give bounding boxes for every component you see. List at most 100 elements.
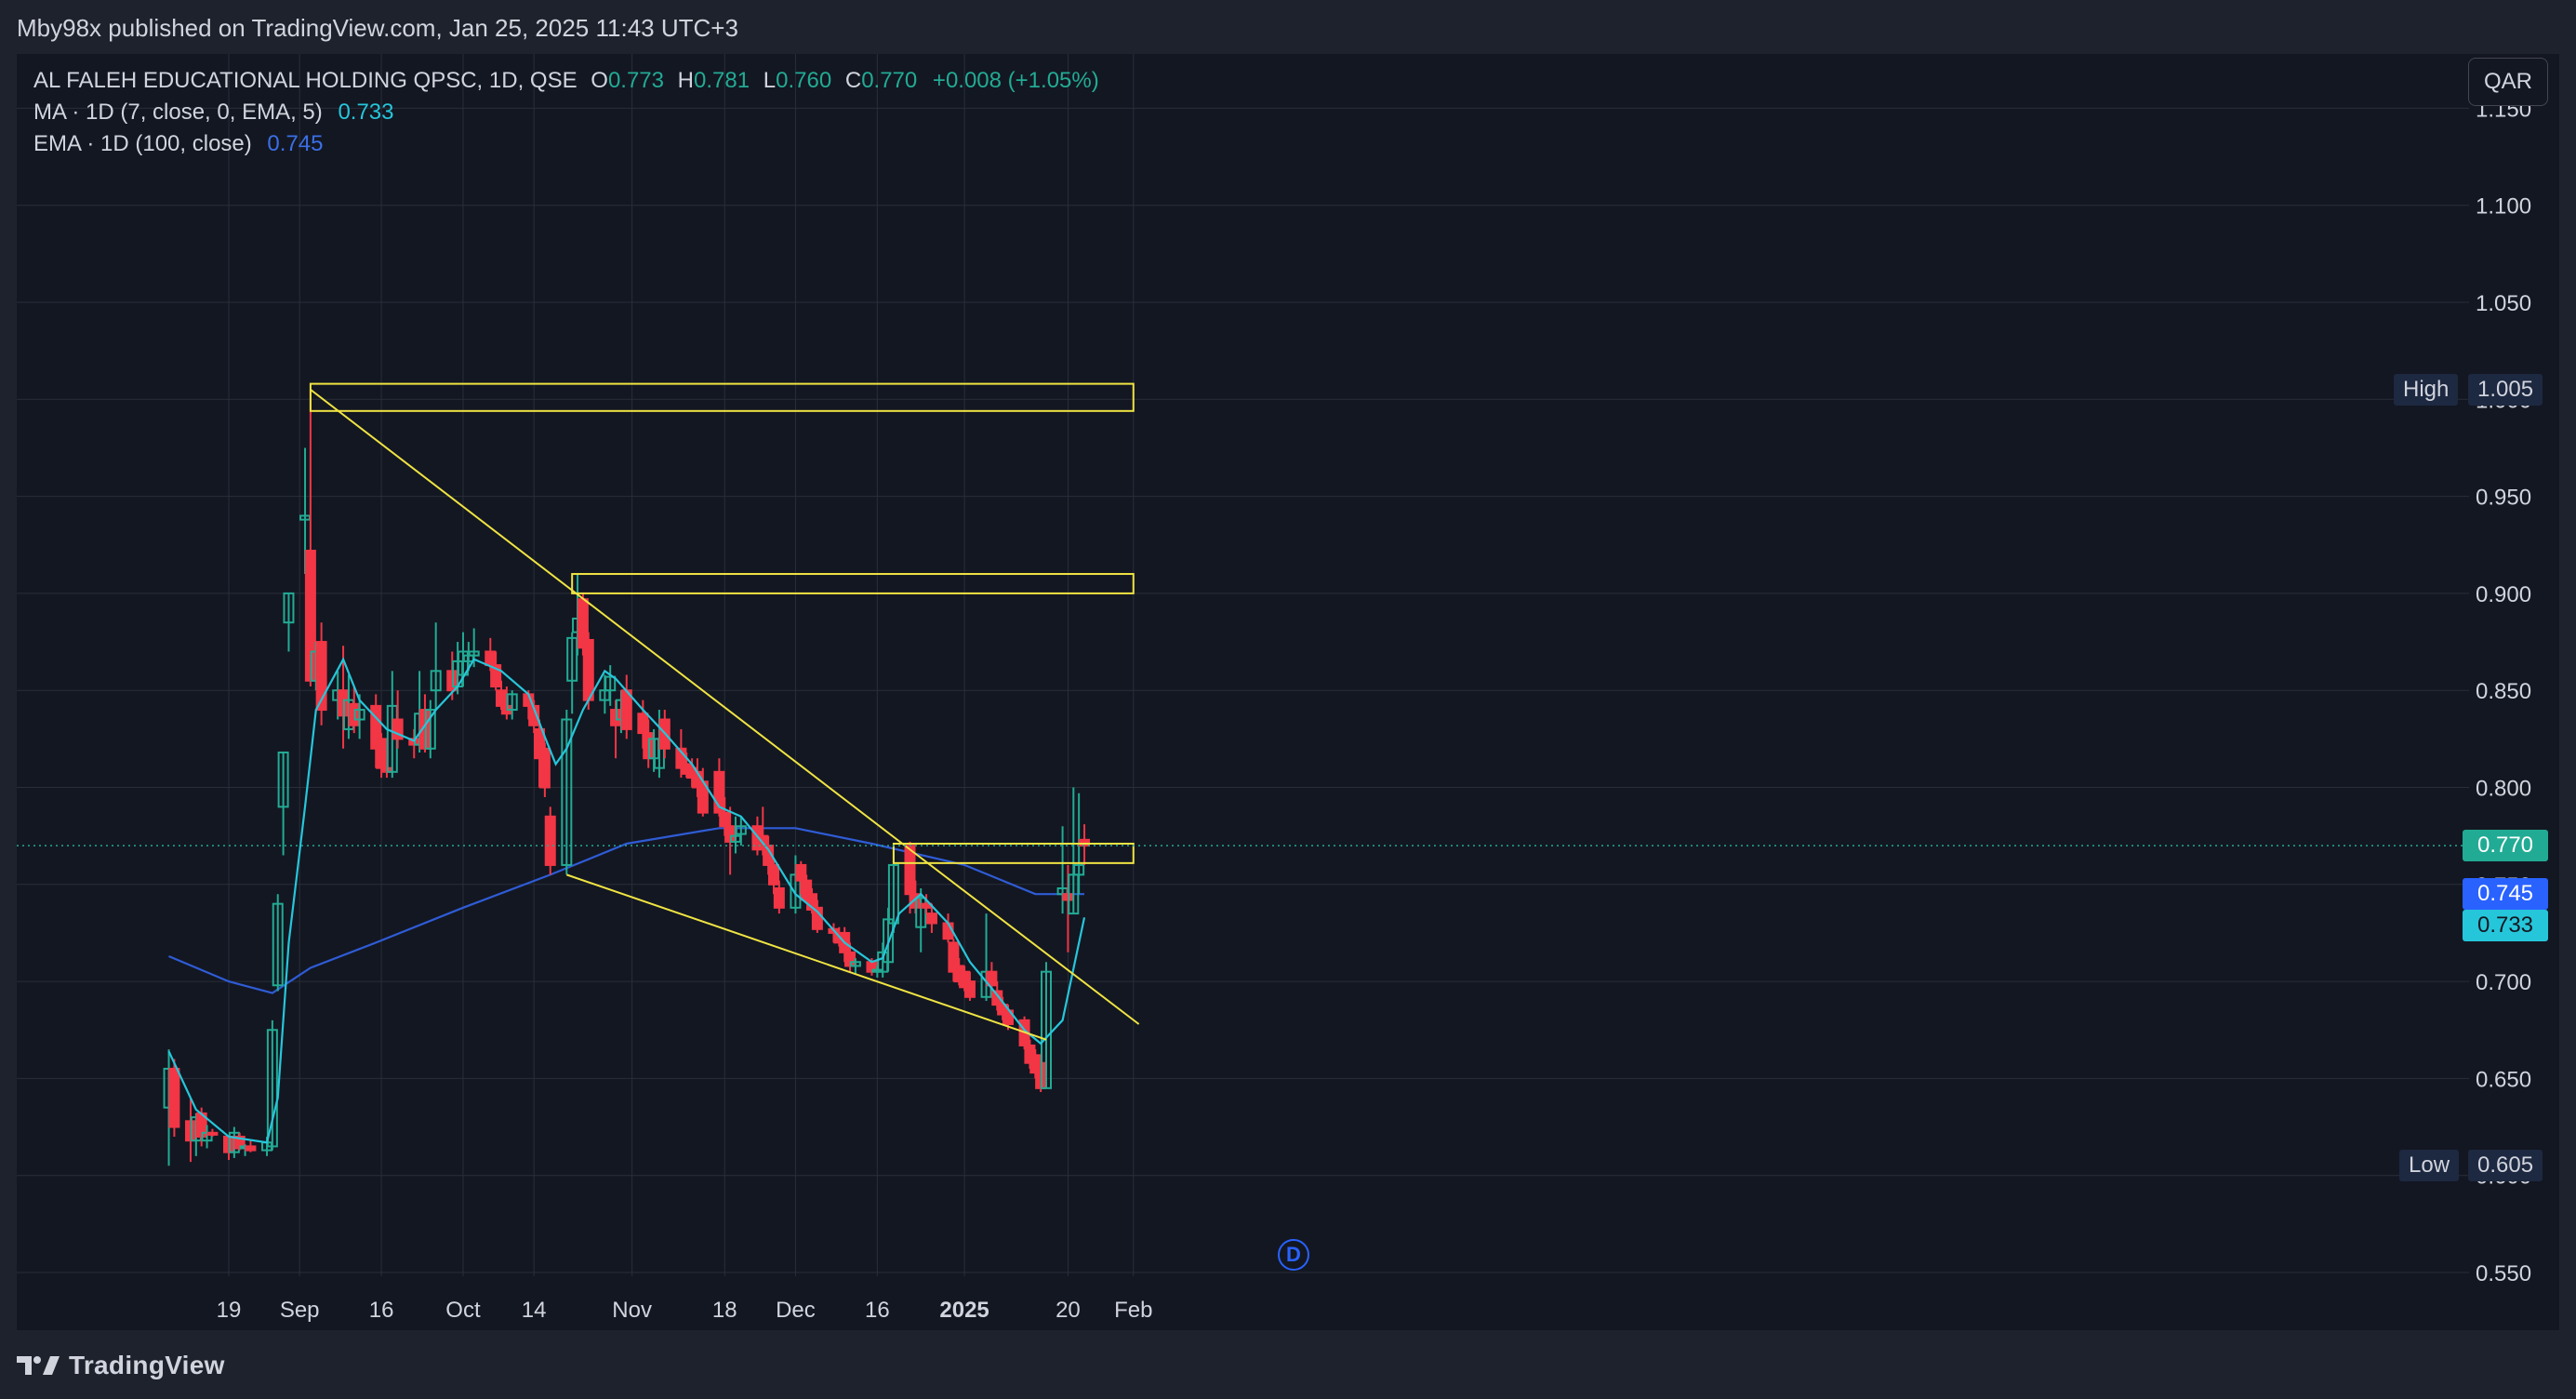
candle-body [1073,863,1085,876]
candle-body [1041,970,1052,1089]
trendline [565,873,1047,1041]
close-label: C [844,68,862,93]
ma-value: 0.733 [338,100,394,125]
chart-background [17,54,2559,1330]
candle-body [485,650,497,667]
brand-name: TradingView [69,1351,225,1379]
x-tick-label: Sep [280,1298,320,1323]
y-tick-label: 0.800 [2476,777,2531,802]
candle-body [490,664,502,688]
candle-body [849,961,861,967]
ma-series [167,657,1086,1144]
tradingview-logo[interactable]: TradingView [17,1351,225,1380]
candle-body [266,1029,278,1148]
x-tick-label: Oct [445,1298,481,1323]
low-badge-value: 0.605 [2468,1150,2543,1182]
candle-body [506,693,518,712]
close-value: 0.770 [861,68,918,93]
candle-body [773,886,785,909]
candle-body [795,863,807,882]
candle-body [544,815,556,866]
candle-body [468,650,480,657]
high-value: 0.781 [694,68,750,93]
candle-body [582,638,594,701]
trendline [909,848,1140,1025]
y-tick-label: 0.900 [2476,582,2531,607]
candle-body [538,747,551,789]
footer [0,1332,2576,1399]
candle-body [496,689,507,707]
ma-row[interactable]: MA · 1D (7, close, 0, EMA, 5) 0.733 [33,97,1099,128]
open-value: 0.773 [607,68,664,93]
ma-badge: 0.733 [2463,910,2548,942]
candle-body [245,1145,257,1152]
drawings [309,382,1140,1041]
candle-body [925,913,937,925]
publish-info: Mby98x published on TradingView.com, Jan… [17,14,738,42]
low-value: 0.760 [776,68,832,93]
high-label: H [677,68,695,93]
candle-body [963,980,976,998]
x-tick-label: 20 [1056,1298,1081,1323]
y-tick-label: 0.700 [2476,970,2531,995]
candle-body [272,902,284,987]
ema-label: EMA · 1D (100, close) [33,131,252,156]
ema-badge: 0.745 [2463,878,2548,911]
candle-body [315,641,327,712]
symbol-title[interactable]: AL FALEH EDUCATIONAL HOLDING QPSC, 1D, Q… [33,68,578,93]
x-tick-label: 18 [712,1298,737,1323]
candle-body [283,592,295,624]
ma-label: MA · 1D (7, close, 0, EMA, 5) [33,100,323,125]
x-tick-label: Dec [776,1298,816,1323]
low-label: L [763,68,777,93]
candle-body [986,970,998,987]
trendline [310,389,911,851]
x-tick-label: 19 [217,1298,242,1323]
x-tick-label: 16 [369,1298,394,1323]
y-tick-label: 0.850 [2476,679,2531,704]
x-tick-label: Feb [1114,1298,1152,1323]
candle-body [168,1067,180,1128]
y-tick-label: 0.950 [2476,486,2531,511]
candle-body [353,709,365,721]
ema-value: 0.745 [267,131,324,156]
candle-body [392,718,404,740]
grid [17,54,2469,1276]
candle-body [376,738,388,769]
y-tick-label: 0.550 [2476,1261,2531,1286]
zone-box [571,573,1135,594]
y-tick-label: 0.650 [2476,1067,2531,1092]
y-tick-label: 1.050 [2476,291,2531,316]
candle-body [424,709,436,750]
x-tick-label: 2025 [939,1298,989,1323]
candle-body [637,713,649,735]
low-badge-label: Low [2399,1150,2460,1182]
candle-body [719,811,731,828]
publish-header: Mby98x published on TradingView.com, Jan… [0,0,2576,54]
candle-body [277,751,289,808]
candle-body [1079,838,1091,847]
last-price-badge: 0.770 [2463,830,2548,862]
candle-body [430,670,442,692]
currency-button[interactable]: QAR [2468,58,2548,106]
high-badge-label: High [2394,373,2459,406]
dividend-marker[interactable]: D [1278,1239,1309,1271]
candle-body [604,675,617,692]
symbol-row: AL FALEH EDUCATIONAL HOLDING QPSC, 1D, Q… [33,65,1099,97]
candle-body [735,825,747,835]
time-axis: 19 Sep 16 Oct 14 Nov 18 Dec 16 2025 20 Feb [217,1298,1153,1323]
ma-line [167,657,1086,1144]
ema-row[interactable]: EMA · 1D (100, close) 0.745 [33,128,1099,160]
high-badge-value: 1.005 [2468,373,2543,406]
zone-box [892,842,1135,864]
change-value: +0.008 (+1.05%) [932,68,1099,93]
tradingview-logo-icon [17,1356,60,1375]
candle-body [566,636,578,682]
y-tick-label: 1.100 [2476,194,2531,220]
open-label: O [591,68,608,93]
candle-body [206,1131,219,1136]
chart-legend: AL FALEH EDUCATIONAL HOLDING QPSC, 1D, Q… [33,65,1099,160]
candle-body [768,863,779,886]
x-tick-label: 16 [865,1298,890,1323]
